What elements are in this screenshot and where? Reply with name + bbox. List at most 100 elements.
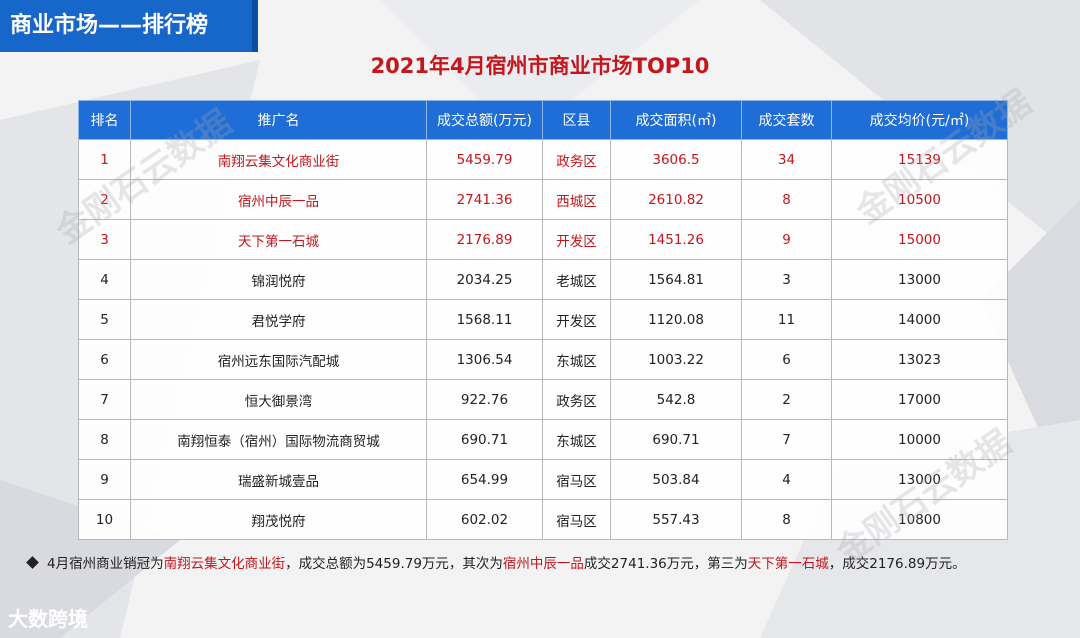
table-row: 8 南翔恒泰（宿州）国际物流商贸城 690.71 东城区 690.71 7 10000 xyxy=(78,419,1008,460)
table-cell: 11 xyxy=(741,299,832,340)
table-cell: 宿马区 xyxy=(542,499,611,540)
table-cell: 3606.5 xyxy=(610,139,742,180)
table-cell: 翔茂悦府 xyxy=(130,499,427,540)
table-cell: 恒大御景湾 xyxy=(130,379,427,420)
table-header-row: 排名 推广名 成交总额(万元) 区县 成交面积(㎡) 成交套数 成交均价(元/㎡… xyxy=(78,100,1008,140)
table-cell: 2 xyxy=(741,379,832,420)
table-cell: 3 xyxy=(741,259,832,300)
table-cell: 7 xyxy=(78,379,131,420)
ranking-table: 排名 推广名 成交总额(万元) 区县 成交面积(㎡) 成交套数 成交均价(元/㎡… xyxy=(78,100,1008,540)
table-cell: 557.43 xyxy=(610,499,742,540)
table-cell: 10 xyxy=(78,499,131,540)
table-cell: 34 xyxy=(741,139,832,180)
summary-text: ，成交2176.89万元。 xyxy=(828,556,966,572)
diamond-bullet-icon xyxy=(26,556,39,569)
table-cell: 西城区 xyxy=(542,179,611,220)
table-cell: 东城区 xyxy=(542,419,611,460)
table-cell: 17000 xyxy=(831,379,1008,420)
table-cell: 锦润悦府 xyxy=(130,259,427,300)
table-row: 9 瑞盛新城壹品 654.99 宿马区 503.84 4 13000 xyxy=(78,459,1008,500)
table-cell: 922.76 xyxy=(426,379,543,420)
table-cell: 瑞盛新城壹品 xyxy=(130,459,427,500)
table-cell: 4 xyxy=(741,459,832,500)
table-cell: 10000 xyxy=(831,419,1008,460)
column-header: 成交面积(㎡) xyxy=(610,100,742,140)
brand-logo: 大数跨境 xyxy=(8,607,88,631)
table-cell: 6 xyxy=(78,339,131,380)
table-cell: 开发区 xyxy=(542,299,611,340)
summary-highlight: 宿州中辰一品 xyxy=(502,556,584,572)
table-cell: 老城区 xyxy=(542,259,611,300)
table-cell: 2741.36 xyxy=(426,179,543,220)
column-header: 区县 xyxy=(542,100,611,140)
column-header: 排名 xyxy=(78,100,131,140)
table-cell: 1120.08 xyxy=(610,299,742,340)
table-cell: 天下第一石城 xyxy=(130,219,427,260)
summary-text: ，成交总额为5459.79万元，其次为 xyxy=(285,556,503,572)
table-cell: 政务区 xyxy=(542,139,611,180)
table-cell: 9 xyxy=(741,219,832,260)
table-cell: 5459.79 xyxy=(426,139,543,180)
table-cell: 2 xyxy=(78,179,131,220)
summary-text: 成交2741.36万元，第三为 xyxy=(583,556,748,572)
table-body: 1 南翔云集文化商业街 5459.79 政务区 3606.5 34 15139 2 宿州中辰一品… xyxy=(78,139,1008,540)
summary-text: 4月宿州商业销冠为 xyxy=(47,556,164,572)
table-cell: 5 xyxy=(78,299,131,340)
table-cell: 1306.54 xyxy=(426,339,543,380)
table-cell: 9 xyxy=(78,459,131,500)
table-cell: 13023 xyxy=(831,339,1008,380)
table-cell: 14000 xyxy=(831,299,1008,340)
column-header: 成交总额(万元) xyxy=(426,100,543,140)
table-cell: 10800 xyxy=(831,499,1008,540)
table-cell: 7 xyxy=(741,419,832,460)
table-cell: 8 xyxy=(741,179,832,220)
table-cell: 15139 xyxy=(831,139,1008,180)
summary-highlight: 南翔云集文化商业街 xyxy=(163,556,286,572)
table-row: 6 宿州远东国际汽配城 1306.54 东城区 1003.22 6 13023 xyxy=(78,339,1008,380)
table-cell: 宿州中辰一品 xyxy=(130,179,427,220)
table-row: 5 君悦学府 1568.11 开发区 1120.08 11 14000 xyxy=(78,299,1008,340)
table-cell: 8 xyxy=(78,419,131,460)
table-cell: 南翔云集文化商业街 xyxy=(130,139,427,180)
table-cell: 6 xyxy=(741,339,832,380)
table-row: 10 翔茂悦府 602.02 宿马区 557.43 8 10800 xyxy=(78,499,1008,540)
section-title-tab: 商业市场——排行榜 xyxy=(0,0,258,52)
table-cell: 13000 xyxy=(831,459,1008,500)
table-cell: 南翔恒泰（宿州）国际物流商贸城 xyxy=(130,419,427,460)
table-cell: 政务区 xyxy=(542,379,611,420)
table-cell: 1564.81 xyxy=(610,259,742,300)
table-cell: 开发区 xyxy=(542,219,611,260)
table-cell: 690.71 xyxy=(426,419,543,460)
column-header: 成交均价(元/㎡) xyxy=(831,100,1008,140)
table-row: 4 锦润悦府 2034.25 老城区 1564.81 3 13000 xyxy=(78,259,1008,300)
table-cell: 602.02 xyxy=(426,499,543,540)
table-cell: 8 xyxy=(741,499,832,540)
table-cell: 1451.26 xyxy=(610,219,742,260)
table-cell: 2610.82 xyxy=(610,179,742,220)
table-cell: 1003.22 xyxy=(610,339,742,380)
summary-note: 4月宿州商业销冠为南翔云集文化商业街，成交总额为5459.79万元，其次为宿州中… xyxy=(26,547,1038,581)
table-cell: 3 xyxy=(78,219,131,260)
table-cell: 654.99 xyxy=(426,459,543,500)
table-cell: 13000 xyxy=(831,259,1008,300)
page-title: 2021年4月宿州市商业市场TOP10 xyxy=(370,54,710,78)
table-cell: 690.71 xyxy=(610,419,742,460)
column-header: 成交套数 xyxy=(741,100,832,140)
table-cell: 542.8 xyxy=(610,379,742,420)
table-row: 2 宿州中辰一品 2741.36 西城区 2610.82 8 10500 xyxy=(78,179,1008,220)
table-cell: 宿州远东国际汽配城 xyxy=(130,339,427,380)
table-cell: 东城区 xyxy=(542,339,611,380)
table-cell: 4 xyxy=(78,259,131,300)
table-row: 1 南翔云集文化商业街 5459.79 政务区 3606.5 34 15139 xyxy=(78,139,1008,180)
summary-highlight: 天下第一石城 xyxy=(747,556,829,572)
table-cell: 1568.11 xyxy=(426,299,543,340)
table-cell: 2176.89 xyxy=(426,219,543,260)
column-header: 推广名 xyxy=(130,100,427,140)
table-cell: 503.84 xyxy=(610,459,742,500)
table-cell: 2034.25 xyxy=(426,259,543,300)
table-cell: 15000 xyxy=(831,219,1008,260)
table-cell: 君悦学府 xyxy=(130,299,427,340)
ranking-table-container: 排名 推广名 成交总额(万元) 区县 成交面积(㎡) 成交套数 成交均价(元/㎡… xyxy=(78,100,1008,540)
table-row: 7 恒大御景湾 922.76 政务区 542.8 2 17000 xyxy=(78,379,1008,420)
table-cell: 宿马区 xyxy=(542,459,611,500)
